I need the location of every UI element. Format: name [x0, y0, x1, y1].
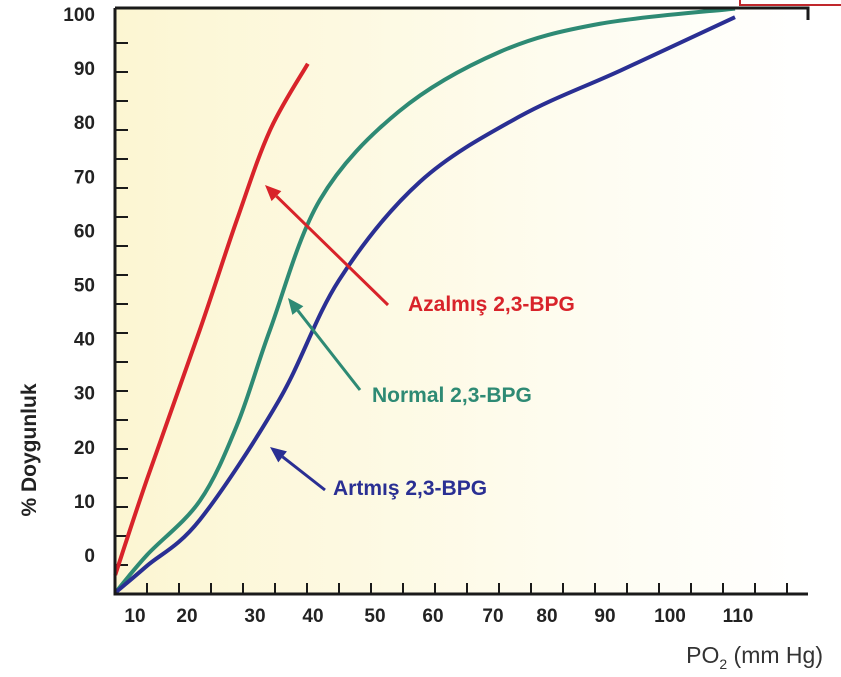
annotation-arrow	[281, 455, 326, 492]
arrow-head-icon	[270, 447, 287, 463]
y-tick-label: 50	[74, 276, 95, 297]
x-tick-label: 80	[536, 606, 557, 627]
y-axis-title: % Doygunluk	[18, 383, 41, 516]
x-tick-label: 30	[244, 606, 265, 627]
y-tick-label: 40	[74, 330, 95, 351]
x-axis-title: PO2 (mm Hg)	[686, 642, 823, 672]
x-tick-label: 10	[124, 606, 145, 627]
x-tick-label: 60	[422, 606, 443, 627]
annotation-arrow	[275, 195, 390, 307]
arrow-head-icon	[265, 185, 282, 202]
annotation-increased-bpg: Artmış 2,3-BPG	[333, 477, 487, 500]
x-tick-label: 70	[482, 606, 503, 627]
arrow-head-icon	[288, 298, 304, 315]
y-tick-label: 80	[74, 113, 95, 134]
plot-frame	[113, 6, 810, 596]
plot-background	[115, 8, 808, 594]
top-right-box	[739, 0, 841, 6]
y-tick-label: 20	[74, 438, 95, 459]
y-tick-label: 60	[74, 221, 95, 242]
y-tick-label: 10	[74, 492, 95, 513]
x-tick-label: 100	[654, 606, 686, 627]
y-tick-label: 90	[74, 59, 95, 80]
annotation-normal-bpg: Normal 2,3-BPG	[372, 384, 532, 407]
y-tick-label: 70	[74, 167, 95, 188]
y-tick-label: 0	[84, 546, 95, 567]
x-tick-label: 20	[176, 606, 197, 627]
x-tick-label: 110	[723, 606, 754, 627]
x-tick-label: 90	[594, 606, 615, 627]
annotation-decreased-bpg: Azalmış 2,3-BPG	[408, 293, 575, 316]
y-tick-label: 100	[63, 5, 95, 26]
y-tick-label: 30	[74, 384, 95, 405]
annotation-arrow	[296, 309, 362, 391]
x-tick-label: 40	[302, 606, 323, 627]
x-tick-label: 50	[364, 606, 385, 627]
curve-decreased	[113, 62, 310, 576]
